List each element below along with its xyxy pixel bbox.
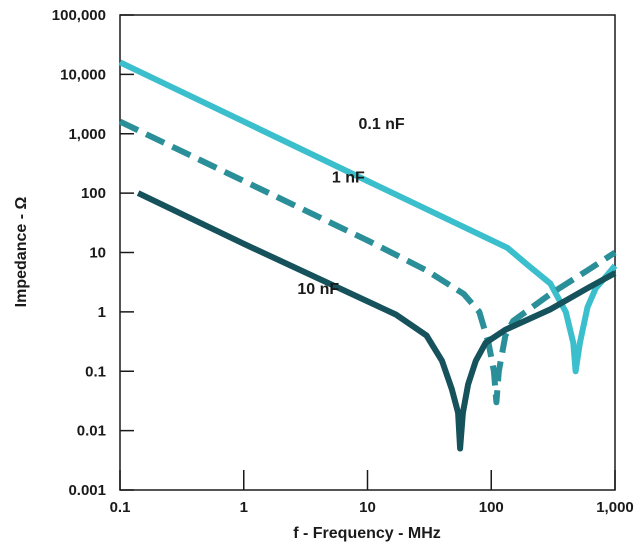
y-tick-label: 10 xyxy=(89,245,106,262)
labels-layer: 0.1 nF 1 nF 10 nF xyxy=(297,116,405,298)
x-axis-title: f - Frequency - MHz xyxy=(293,525,441,542)
y-tick-label: 1,000 xyxy=(68,126,106,143)
ticks-layer: 0.1 1 10 100 1,000 0.001 0.01 0.1 1 10 100 1,000 10,… xyxy=(52,7,634,516)
series-line-2 xyxy=(118,118,617,406)
y-tick-label: 0.1 xyxy=(85,363,106,380)
series-layer xyxy=(118,59,618,452)
y-tick-label: 0.01 xyxy=(77,423,106,440)
series-label-2: 1 nF xyxy=(332,170,365,187)
series-line-3 xyxy=(136,190,617,452)
y-tick-label: 10,000 xyxy=(60,66,106,83)
y-axis-title: Impedance - Ω xyxy=(13,197,30,308)
y-tick-label: 100 xyxy=(81,185,106,202)
x-tick-label: 0.1 xyxy=(110,499,131,516)
y-tick-label: 0.001 xyxy=(68,482,106,499)
y-tick-label: 100,000 xyxy=(52,7,106,24)
x-tick-label: 100 xyxy=(479,499,504,516)
series-label-1: 0.1 nF xyxy=(358,116,404,133)
series-line-1 xyxy=(118,59,618,375)
plot-frame xyxy=(119,14,616,491)
series-label-3: 10 nF xyxy=(297,281,339,298)
x-tick-label: 1 xyxy=(240,499,248,516)
x-tick-label: 10 xyxy=(359,499,376,516)
y-tick-label: 1 xyxy=(98,304,106,321)
x-tick-label: 1,000 xyxy=(596,499,634,516)
